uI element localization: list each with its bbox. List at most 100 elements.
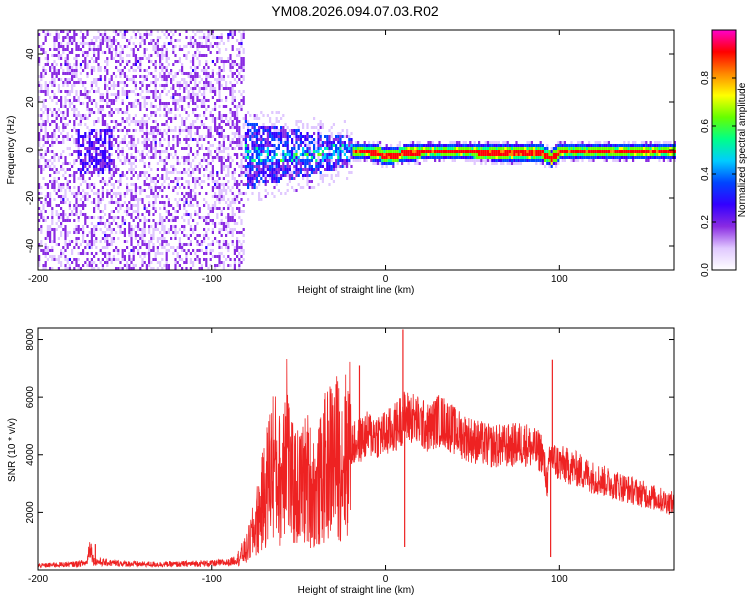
heatmap-cell bbox=[396, 147, 399, 150]
heatmap-cell bbox=[581, 156, 584, 159]
heatmap-cell bbox=[75, 261, 78, 264]
heatmap-cell bbox=[156, 78, 159, 81]
heatmap-cell bbox=[247, 129, 250, 132]
heatmap-cell bbox=[64, 258, 67, 261]
heatmap-cell bbox=[165, 156, 168, 159]
heatmap-cell bbox=[194, 81, 197, 84]
heatmap-cell bbox=[172, 225, 175, 228]
heatmap-cell bbox=[49, 66, 52, 69]
heatmap-cell bbox=[205, 42, 208, 45]
heatmap-cell bbox=[240, 255, 243, 258]
heatmap-cell bbox=[167, 213, 170, 216]
heatmap-cell bbox=[145, 141, 148, 144]
heatmap-cell bbox=[271, 159, 274, 162]
heatmap-cell bbox=[247, 198, 250, 201]
heatmap-cell bbox=[128, 60, 131, 63]
heatmap-cell bbox=[249, 162, 252, 165]
heatmap-cell bbox=[148, 132, 151, 135]
heatmap-cell bbox=[209, 162, 212, 165]
heatmap-cell bbox=[119, 75, 122, 78]
heatmap-cells bbox=[38, 30, 676, 270]
heatmap-cell bbox=[44, 153, 47, 156]
heatmap-cell bbox=[291, 174, 294, 177]
heatmap-cell bbox=[150, 147, 153, 150]
heatmap-cell bbox=[115, 96, 118, 99]
heatmap-cell bbox=[121, 57, 124, 60]
heatmap-cell bbox=[293, 132, 296, 135]
heatmap-cell bbox=[374, 153, 377, 156]
heatmap-cell bbox=[330, 168, 333, 171]
heatmap-cell bbox=[273, 186, 276, 189]
heatmap-cell bbox=[57, 126, 60, 129]
heatmap-cell bbox=[346, 150, 349, 153]
heatmap-cell bbox=[249, 183, 252, 186]
heatmap-cell bbox=[337, 147, 340, 150]
heatmap-cell bbox=[436, 153, 439, 156]
heatmap-cell bbox=[330, 165, 333, 168]
heatmap-cell bbox=[115, 171, 118, 174]
heatmap-cell bbox=[423, 153, 426, 156]
heatmap-cell bbox=[82, 138, 85, 141]
heatmap-cell bbox=[383, 150, 386, 153]
heatmap-cell bbox=[394, 147, 397, 150]
heatmap-cell bbox=[370, 153, 373, 156]
heatmap-cell bbox=[473, 162, 476, 165]
heatmap-cell bbox=[317, 135, 320, 138]
heatmap-cell bbox=[66, 99, 69, 102]
heatmap-cell bbox=[489, 156, 492, 159]
heatmap-cell bbox=[178, 93, 181, 96]
heatmap-cell bbox=[77, 123, 80, 126]
heatmap-cell bbox=[183, 99, 186, 102]
heatmap-cell bbox=[60, 111, 63, 114]
heatmap-cell bbox=[183, 225, 186, 228]
heatmap-cell bbox=[165, 174, 168, 177]
heatmap-cell bbox=[101, 267, 104, 270]
heatmap-cell bbox=[251, 165, 254, 168]
heatmap-cell bbox=[317, 129, 320, 132]
heatmap-cell bbox=[271, 132, 274, 135]
heatmap-cell bbox=[123, 126, 126, 129]
heatmap-cell bbox=[372, 153, 375, 156]
heatmap-cell bbox=[143, 99, 146, 102]
heatmap-cell bbox=[229, 162, 232, 165]
heatmap-cell bbox=[218, 42, 221, 45]
heatmap-cell bbox=[387, 153, 390, 156]
heatmap-cell bbox=[196, 141, 199, 144]
heatmap-cell bbox=[172, 252, 175, 255]
heatmap-cell bbox=[409, 147, 412, 150]
heatmap-cell bbox=[75, 192, 78, 195]
heatmap-cell bbox=[185, 210, 188, 213]
heatmap-cell bbox=[229, 93, 232, 96]
heatmap-cell bbox=[38, 219, 41, 222]
heatmap-cell bbox=[165, 240, 168, 243]
heatmap-cell bbox=[53, 120, 56, 123]
heatmap-cell bbox=[46, 231, 49, 234]
heatmap-cell bbox=[148, 183, 151, 186]
heatmap-cell bbox=[592, 147, 595, 150]
heatmap-cell bbox=[104, 204, 107, 207]
heatmap-cell bbox=[145, 129, 148, 132]
heatmap-cell bbox=[159, 48, 162, 51]
heatmap-cell bbox=[249, 168, 252, 171]
heatmap-cell bbox=[68, 102, 71, 105]
heatmap-cell bbox=[51, 180, 54, 183]
heatmap-cell bbox=[350, 144, 353, 147]
heatmap-cell bbox=[55, 243, 58, 246]
heatmap-cell bbox=[266, 132, 269, 135]
heatmap-cell bbox=[508, 162, 511, 165]
heatmap-cell bbox=[271, 150, 274, 153]
heatmap-cell bbox=[73, 111, 76, 114]
heatmap-cell bbox=[216, 213, 219, 216]
heatmap-cell bbox=[561, 150, 564, 153]
heatmap-cell bbox=[110, 237, 113, 240]
heatmap-cell bbox=[539, 162, 542, 165]
heatmap-cell bbox=[84, 219, 87, 222]
heatmap-cell bbox=[405, 159, 408, 162]
heatmap-cell bbox=[60, 165, 63, 168]
heatmap-cell bbox=[238, 63, 241, 66]
heatmap-cell bbox=[247, 144, 250, 147]
heatmap-cell bbox=[73, 150, 76, 153]
heatmap-cell bbox=[198, 114, 201, 117]
heatmap-cell bbox=[238, 105, 241, 108]
heatmap-cell bbox=[354, 159, 357, 162]
